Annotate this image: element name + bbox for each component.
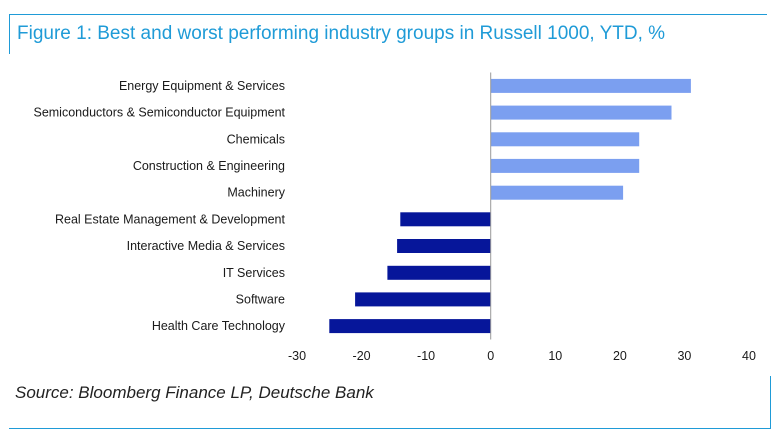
bar-8 <box>355 292 491 307</box>
category-label-5: Real Estate Management & Development <box>55 212 286 226</box>
x-tick-label-10: 10 <box>548 349 562 363</box>
x-tick-label-0: 0 <box>487 349 494 363</box>
figure-header: Figure 1: Best and worst performing indu… <box>9 14 767 54</box>
x-tick-label--30: -30 <box>288 349 306 363</box>
bar-5 <box>400 212 491 227</box>
category-label-2: Chemicals <box>227 132 285 146</box>
category-label-1: Semiconductors & Semiconductor Equipment <box>33 106 285 120</box>
x-tick-label-30: 30 <box>677 349 691 363</box>
category-label-6: Interactive Media & Services <box>127 239 285 253</box>
bar-2 <box>490 132 640 147</box>
chart-area: Energy Equipment & Services Semiconductor… <box>0 55 776 375</box>
bar-4 <box>490 185 624 200</box>
source-note: Source: Bloomberg Finance LP, Deutsche B… <box>15 383 374 402</box>
x-tick-label-40: 40 <box>742 349 756 363</box>
chart-title: Figure 1: Best and worst performing indu… <box>17 23 666 44</box>
category-label-9: Health Care Technology <box>152 319 286 333</box>
category-label-4: Machinery <box>227 186 285 200</box>
bar-chart: Energy Equipment & Services Semiconductor… <box>33 72 756 363</box>
bar-1 <box>490 105 672 120</box>
bar-6 <box>397 239 491 253</box>
bar-7 <box>387 265 491 280</box>
x-tick-label--10: -10 <box>417 349 435 363</box>
category-label-8: Software <box>236 292 285 306</box>
figure-footer: Source: Bloomberg Finance LP, Deutsche B… <box>9 376 771 429</box>
x-tick-label-20: 20 <box>613 349 627 363</box>
bar-9 <box>329 319 491 334</box>
category-label-3: Construction & Engineering <box>133 159 285 173</box>
category-label-0: Energy Equipment & Services <box>119 79 285 93</box>
x-tick-label--20: -20 <box>353 349 371 363</box>
category-label-7: IT Services <box>223 266 285 280</box>
bar-3 <box>490 158 640 173</box>
bar-0 <box>490 78 691 93</box>
